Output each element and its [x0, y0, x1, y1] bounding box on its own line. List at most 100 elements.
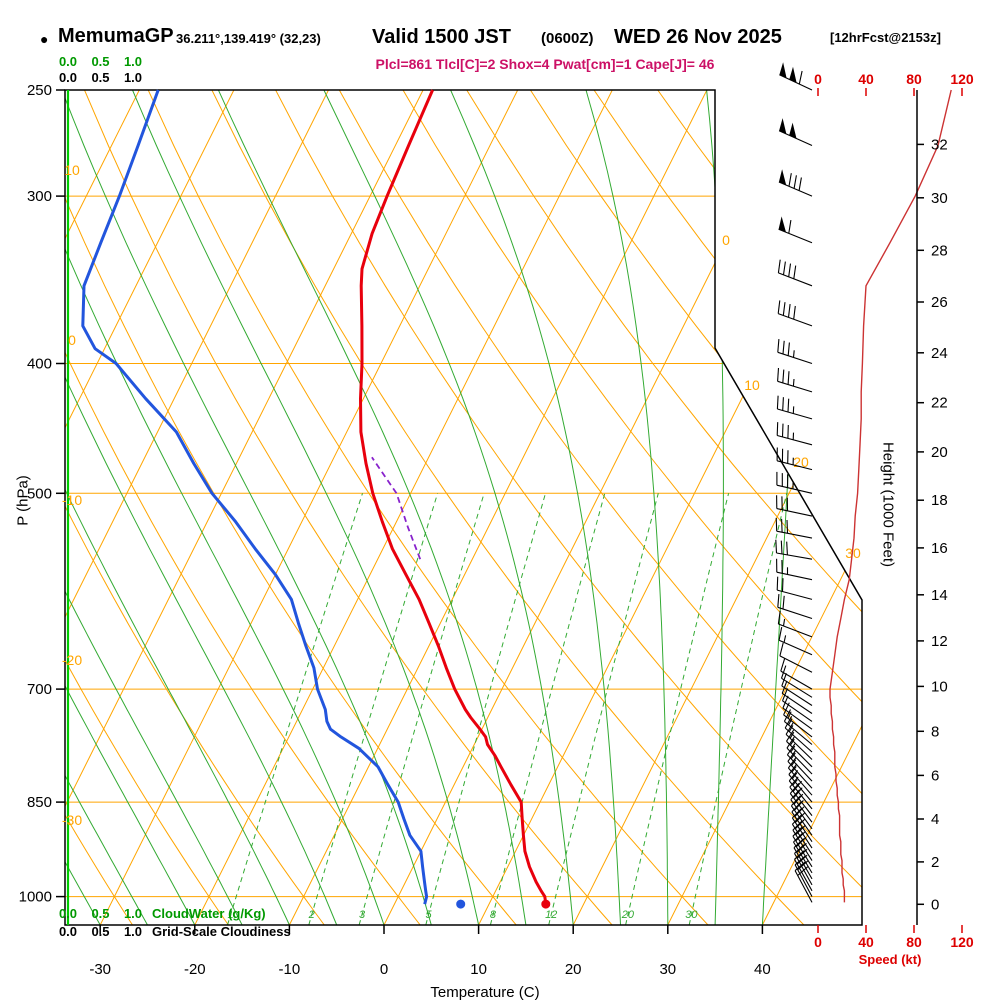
svg-text:250: 250	[27, 82, 52, 99]
svg-text:30: 30	[659, 961, 676, 978]
svg-text:10: 10	[931, 678, 948, 695]
svg-text:40: 40	[858, 71, 874, 87]
temperature-axis: -30 -20 -10 0 10 20 30 40	[89, 925, 771, 978]
svg-text:6: 6	[931, 767, 939, 784]
svg-text:40: 40	[858, 934, 874, 950]
wind-speed-profile	[829, 89, 952, 903]
svg-text:0.0: 0.0	[59, 70, 77, 85]
svg-text:24: 24	[931, 345, 948, 362]
svg-text:30: 30	[931, 190, 948, 207]
svg-text:8: 8	[490, 909, 497, 921]
svg-text:300: 300	[27, 188, 52, 205]
svg-text:18: 18	[931, 492, 948, 509]
svg-text:30: 30	[685, 909, 698, 921]
svg-text:-30: -30	[62, 812, 82, 828]
valid-date: WED 26 Nov 2025	[614, 26, 782, 48]
svg-text:120: 120	[950, 934, 974, 950]
svg-text:8: 8	[931, 723, 939, 740]
svg-text:12: 12	[545, 909, 557, 921]
valid-time-utc: (0600Z)	[541, 30, 594, 47]
svg-text:120: 120	[950, 71, 974, 87]
forecast-lead: [12hrFcst@2153z]	[830, 30, 941, 45]
svg-text:20: 20	[565, 961, 582, 978]
svg-text:850: 850	[27, 794, 52, 811]
station-name: MemumaGP	[58, 25, 174, 47]
svg-text:500: 500	[27, 485, 52, 502]
cloud-scale-rows: 0.0 0.5 1.0 0.0 0.5 1.0 0.0 0.5 1.0 0.0 0.5 1.0	[59, 54, 142, 939]
svg-text:1: 1	[227, 909, 233, 921]
parcel-trace	[371, 456, 422, 560]
svg-text:1.0: 1.0	[124, 906, 142, 921]
height-axis-label: Height (1000 Feet)	[879, 441, 897, 568]
svg-text:1000: 1000	[19, 889, 52, 906]
svg-text:0: 0	[68, 332, 76, 348]
svg-text:0: 0	[931, 896, 939, 913]
surface-dewpoint-marker	[456, 899, 466, 909]
svg-text:80: 80	[906, 934, 922, 950]
svg-text:10: 10	[470, 961, 487, 978]
station-bullet-icon: ●	[40, 31, 49, 47]
temperature-axis-label: Temperature (C)	[430, 984, 540, 1000]
svg-text:28: 28	[931, 242, 948, 259]
svg-text:0.5: 0.5	[91, 906, 109, 921]
surface-temperature-marker	[541, 899, 551, 909]
svg-text:30: 30	[845, 545, 861, 561]
svg-text:3: 3	[359, 909, 366, 921]
cloudiness-axis-label: Grid-Scale Cloudiness	[152, 924, 291, 939]
svg-text:0.5: 0.5	[91, 70, 109, 85]
pressure-axis: 250 300 400 500 700 850 1000	[19, 82, 65, 906]
svg-text:0: 0	[380, 961, 388, 978]
station-coordinates: 36.211°,139.419° (32,23)	[176, 31, 321, 46]
svg-text:5: 5	[425, 909, 432, 921]
svg-text:400: 400	[27, 356, 52, 373]
svg-text:1.0: 1.0	[124, 924, 142, 939]
wind-barbs	[775, 62, 813, 903]
pressure-axis-label: P (hPa)	[14, 475, 32, 526]
svg-text:2: 2	[308, 909, 315, 921]
svg-text:0: 0	[814, 71, 822, 87]
svg-text:14: 14	[931, 587, 948, 604]
svg-text:0.5: 0.5	[91, 924, 109, 939]
svg-text:20: 20	[621, 909, 635, 921]
svg-text:-10: -10	[62, 492, 82, 508]
svg-text:0: 0	[722, 232, 730, 248]
svg-text:1.0: 1.0	[124, 70, 142, 85]
svg-text:-10: -10	[279, 961, 301, 978]
svg-text:22: 22	[931, 395, 948, 412]
plot-boundary	[64, 89, 863, 926]
dewpoint-trace	[81, 89, 429, 905]
background-grid	[65, 90, 862, 925]
svg-text:0.0: 0.0	[59, 54, 77, 69]
svg-text:2: 2	[931, 854, 939, 871]
svg-text:80: 80	[906, 71, 922, 87]
speed-axis-label: Speed (kt)	[858, 952, 922, 967]
svg-text:1.0: 1.0	[124, 54, 142, 69]
svg-text:-20: -20	[62, 652, 82, 668]
svg-text:0.0: 0.0	[59, 924, 77, 939]
svg-text:-20: -20	[184, 961, 206, 978]
svg-text:-30: -30	[89, 961, 111, 978]
svg-text:0.0: 0.0	[59, 906, 77, 921]
svg-text:20: 20	[793, 454, 809, 470]
stability-indices: Plcl=861 Tlcl[C]=2 Shox=4 Pwat[cm]=1 Cap…	[375, 56, 715, 72]
svg-text:20: 20	[931, 444, 948, 461]
valid-time: Valid 1500 JST	[372, 26, 511, 48]
svg-text:4: 4	[931, 811, 939, 828]
svg-text:10: 10	[64, 162, 80, 178]
svg-text:700: 700	[27, 681, 52, 698]
svg-text:12: 12	[931, 633, 948, 650]
svg-text:40: 40	[754, 961, 771, 978]
svg-text:0: 0	[814, 934, 822, 950]
svg-text:0.5: 0.5	[91, 54, 109, 69]
svg-text:16: 16	[931, 540, 948, 557]
temperature-trace	[359, 89, 548, 905]
svg-text:26: 26	[931, 294, 948, 311]
svg-text:10: 10	[744, 377, 760, 393]
cloudwater-axis-label: CloudWater (g/Kg)	[152, 906, 266, 921]
svg-text:32: 32	[931, 136, 948, 153]
